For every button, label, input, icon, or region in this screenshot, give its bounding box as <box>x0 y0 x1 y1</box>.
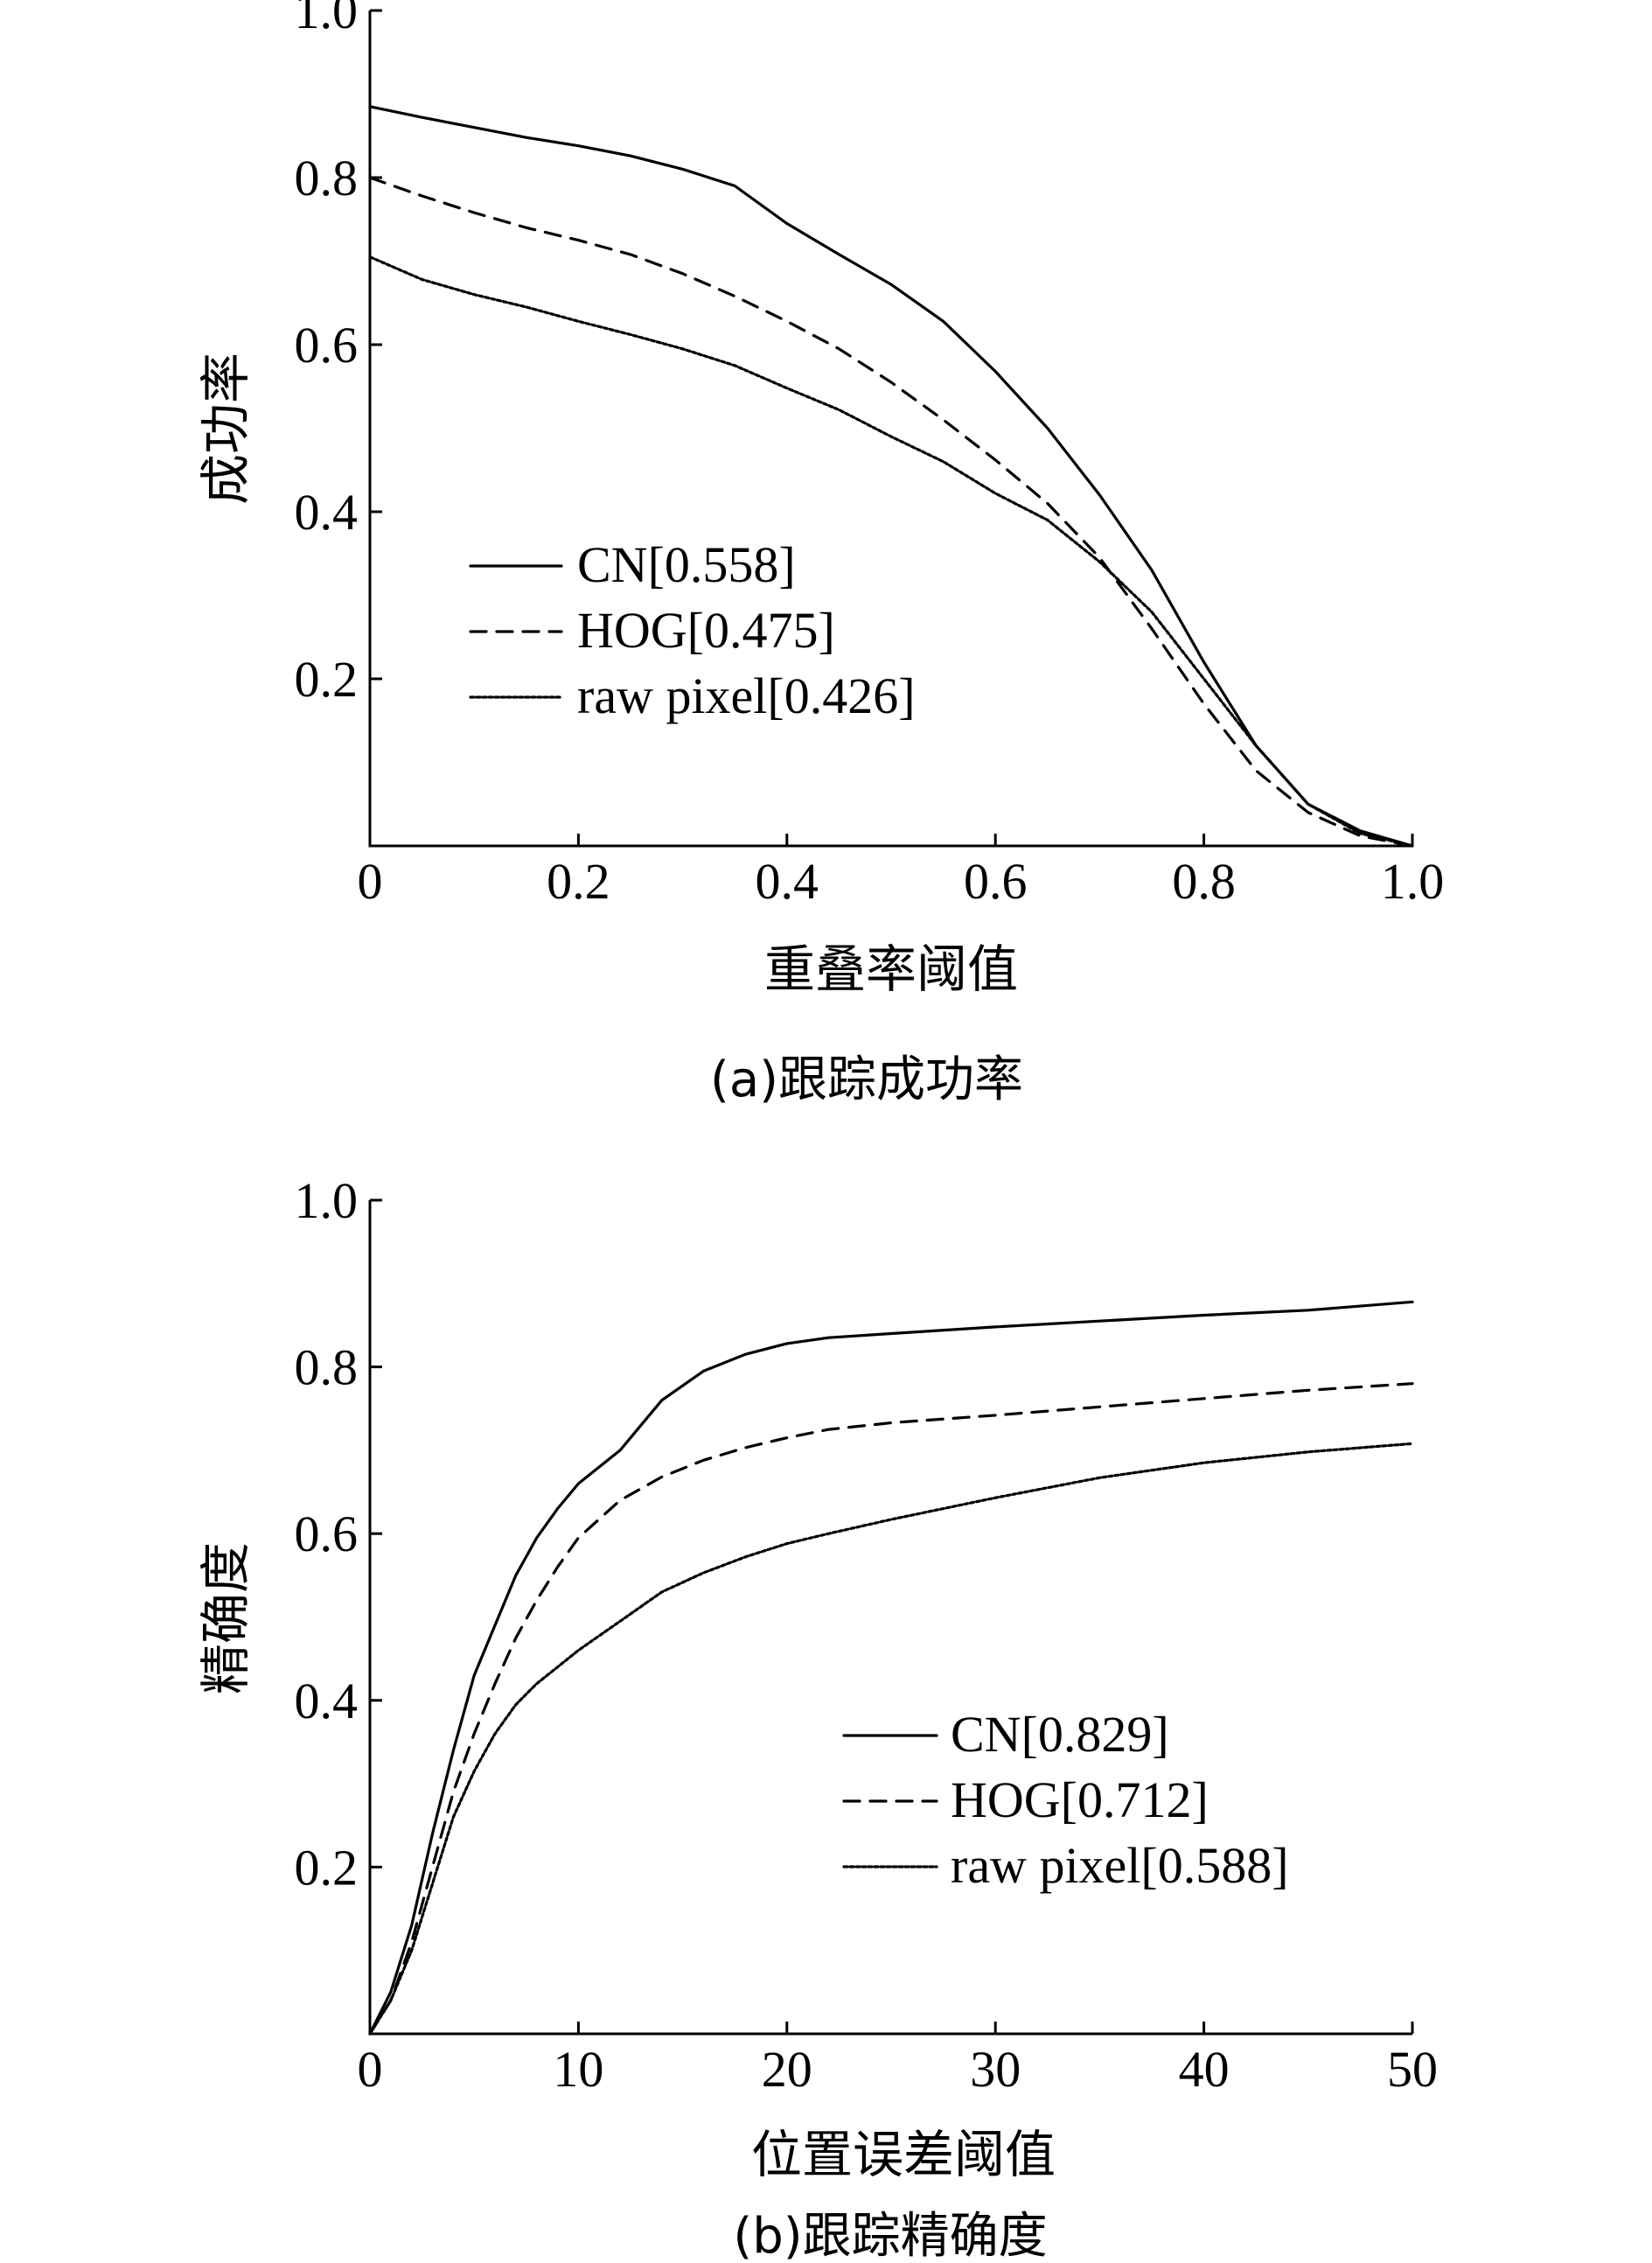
x-tick-label-a-5: 1.0 <box>1381 853 1445 910</box>
ylabel-a: 成功率 <box>196 353 255 505</box>
y-tick-label-a-4: 1.0 <box>295 0 359 39</box>
x-tick-label-b-2: 20 <box>762 2041 812 2098</box>
caption-a: (a)跟踪成功率 <box>710 1051 1023 1108</box>
series-line-a-hog <box>368 176 1414 848</box>
series-a <box>368 105 1414 848</box>
legend-label-b-hog: HOG[0.712] <box>951 1771 1209 1828</box>
ticks-b: 0 10 20 30 40 50 0.2 0.4 0.6 0.8 1.0 <box>295 1172 1439 2098</box>
x-tick-label-a-2: 0.4 <box>756 853 819 910</box>
success-rate-chart: 0 0.2 0.4 0.6 0.8 1.0 0.2 0.4 0.6 0.8 1.0 CN[0.558… <box>196 0 1444 1108</box>
legend-label-a-cn: CN[0.558] <box>577 536 796 593</box>
series-line-b-hog <box>368 1382 1414 2036</box>
legend-label-a-raw: raw pixel[0.426] <box>577 667 916 724</box>
y-tick-label-a-2: 0.6 <box>295 317 359 374</box>
x-tick-label-b-3: 30 <box>970 2041 1021 2098</box>
y-tick-label-b-1: 0.4 <box>295 1673 359 1729</box>
xlabel-b: 位置误差阈值 <box>751 2125 1056 2184</box>
x-tick-label-a-0: 0 <box>358 853 383 910</box>
y-tick-label-a-0: 0.2 <box>295 651 359 708</box>
x-tick-label-a-3: 0.6 <box>964 853 1028 910</box>
legend-label-b-cn: CN[0.829] <box>951 1706 1169 1763</box>
xlabel-a: 重叠率阈值 <box>764 939 1018 999</box>
precision-chart: 0 10 20 30 40 50 0.2 0.4 0.6 0.8 1.0 CN[0.829] HOG[… <box>196 1172 1438 2263</box>
legend-b: CN[0.829] HOG[0.712] raw pixel[0.588] <box>842 1706 1289 1894</box>
series-line-b-raw <box>368 1442 1414 2036</box>
axes-frame-a <box>368 10 1412 848</box>
y-tick-label-a-3: 0.8 <box>295 150 359 206</box>
x-tick-label-b-4: 40 <box>1179 2041 1230 2098</box>
x-tick-label-b-5: 50 <box>1387 2041 1438 2098</box>
ylabel-b: 精确度 <box>196 1542 255 1694</box>
y-tick-label-a-1: 0.4 <box>295 484 359 541</box>
series-line-a-raw <box>368 255 1414 848</box>
x-tick-label-b-1: 10 <box>553 2041 603 2098</box>
y-tick-label-b-0: 0.2 <box>295 1839 359 1896</box>
ticks-a: 0 0.2 0.4 0.6 0.8 1.0 0.2 0.4 0.6 0.8 1.0 <box>295 0 1445 910</box>
series-b <box>368 1300 1414 2036</box>
legend-label-b-raw: raw pixel[0.588] <box>951 1837 1289 1894</box>
y-tick-label-b-3: 0.8 <box>295 1339 359 1396</box>
series-line-b-cn <box>368 1300 1414 2036</box>
y-tick-label-b-4: 1.0 <box>295 1172 359 1229</box>
x-tick-label-a-4: 0.8 <box>1172 853 1236 910</box>
legend-a: CN[0.558] HOG[0.475] raw pixel[0.426] <box>469 536 916 724</box>
y-tick-label-b-2: 0.6 <box>295 1505 359 1562</box>
x-tick-label-a-1: 0.2 <box>547 853 610 910</box>
x-tick-label-b-0: 0 <box>358 2041 383 2098</box>
legend-label-a-hog: HOG[0.475] <box>577 602 835 659</box>
caption-b: (b)跟踪精确度 <box>733 2208 1047 2263</box>
series-line-a-cn <box>368 105 1414 848</box>
